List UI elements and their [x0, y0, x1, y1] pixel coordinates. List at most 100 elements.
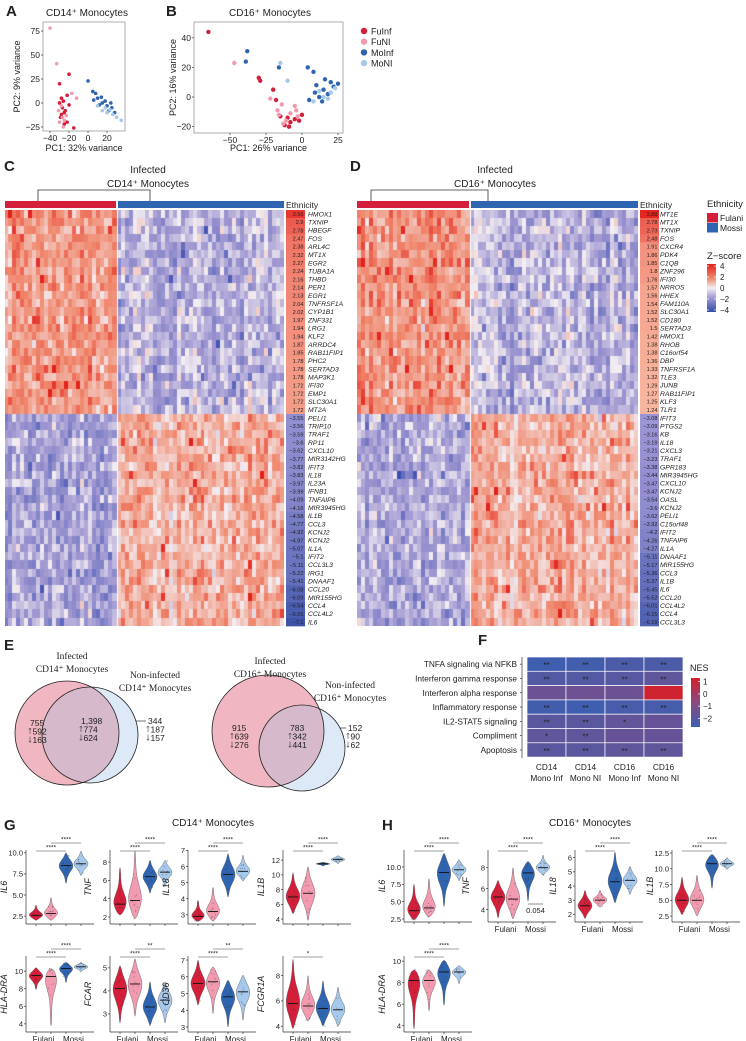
violin-point — [196, 918, 198, 920]
violin-point — [199, 914, 201, 916]
violin-point — [52, 910, 54, 912]
y-tick-label: 4 — [181, 1006, 185, 1015]
venn-label-noninfected: Non-infected — [325, 680, 375, 691]
violin-point — [293, 890, 295, 892]
fold-change-value: −3.62 — [643, 514, 657, 520]
gene-row: 1.85 C1QB — [640, 258, 679, 268]
violin-point — [151, 995, 153, 997]
violin-fuinf — [285, 959, 301, 1030]
violin-moinf — [607, 851, 623, 904]
deg-total-a-only: 915 — [232, 723, 246, 733]
gene-name: IL1A — [308, 546, 322, 553]
fold-change-cell — [286, 397, 305, 407]
point-moinf — [109, 101, 113, 105]
y-tick-label: 7 — [181, 956, 185, 965]
gene-row: −4.77 CCL3 — [286, 520, 326, 529]
gene-row: 1.5 SERTAD3 — [640, 324, 691, 333]
gene-name: C16orf54 — [660, 350, 688, 357]
violin-point — [32, 917, 35, 919]
violin-point — [199, 1000, 201, 1002]
violin-point — [629, 868, 631, 870]
violin-point — [461, 864, 463, 866]
y-tick-label: 40 — [182, 33, 192, 43]
violin-point — [241, 993, 243, 995]
violin-point — [120, 994, 123, 996]
violin-point — [458, 968, 460, 970]
violin-point — [243, 867, 246, 869]
y-tick-label: 4 — [568, 882, 572, 891]
violin-point — [527, 879, 529, 881]
zscore-tick-label: −2 — [720, 295, 730, 304]
plot-title: CD14⁺ Monocytes — [46, 8, 128, 19]
column-label: CD14 — [536, 762, 558, 772]
y-tick-label: 2.5 — [659, 912, 669, 921]
gene-row: −6.01 CCL4L2 — [640, 601, 685, 611]
fold-change-cell — [640, 569, 659, 578]
violin-point — [597, 896, 599, 898]
fold-change-cell — [640, 536, 659, 545]
violin-point — [496, 891, 498, 893]
gene-row: −5.37 IL1B — [640, 577, 674, 586]
column-label: Mono Inf — [608, 773, 641, 783]
venn-outline — [211, 674, 325, 788]
violin-point — [212, 908, 214, 910]
nes-cell — [565, 685, 606, 701]
violin-point — [134, 877, 136, 879]
gene-name: DNAAF1 — [660, 554, 687, 561]
violin-point — [305, 877, 307, 879]
violin-panel-tnf: 2 4 6 8 TNF **** **** — [83, 837, 178, 926]
y-tick-label: 4 — [181, 894, 185, 903]
fold-change-value: −3.47 — [643, 489, 657, 495]
x-group-label-mossi: Mossi — [225, 1035, 246, 1041]
significance-label: 0.054 — [526, 906, 545, 915]
nes-colorbar — [691, 678, 700, 727]
violin-point — [162, 990, 164, 992]
violin-point — [699, 895, 701, 897]
gene-row: 2.78 MT1X — [640, 218, 679, 227]
gene-name: EMP1 — [308, 391, 327, 398]
violin-point — [710, 864, 712, 866]
panel-label-a: A — [6, 3, 17, 20]
y-tick-label: 3 — [181, 1023, 185, 1032]
y-tick-label: 5 — [181, 989, 185, 998]
y-tick-label: 50 — [31, 50, 41, 60]
point-moni — [119, 118, 124, 123]
violin-point — [214, 970, 217, 972]
violin-point — [229, 992, 232, 994]
deg-total-b-only: 152 — [348, 723, 362, 733]
point-fuinf — [258, 78, 263, 83]
fold-change-cell — [640, 593, 659, 602]
fold-change-value: −3.47 — [643, 481, 657, 487]
violin-point — [430, 905, 432, 907]
gene-row: −4.97 KCNJ2 — [286, 536, 330, 545]
gene-name: TNFAIP6 — [308, 497, 336, 504]
fold-change-cell — [640, 454, 659, 464]
y-tick-label: 10 — [15, 967, 23, 976]
fold-change-value: −6.54 — [289, 604, 303, 610]
deg-down-a-only: 276 — [235, 740, 249, 750]
violin-point — [67, 971, 69, 973]
violin-point — [80, 864, 83, 866]
fold-change-cell — [286, 438, 305, 447]
violin-point — [338, 997, 340, 999]
significance-label: ** — [225, 943, 231, 950]
violin-point — [440, 874, 443, 876]
gene-name: RAB11FIP1 — [308, 350, 344, 357]
fold-change-cell — [286, 487, 305, 496]
gene-row: 1.42 HMOX1 — [640, 332, 684, 341]
gene-name: KCNJ2 — [308, 538, 330, 545]
violin-point — [292, 899, 294, 901]
violin-point — [134, 904, 136, 906]
violin-point — [724, 865, 726, 867]
gene-name: HMOX1 — [308, 211, 332, 218]
violin-fuinf — [490, 879, 506, 919]
violin-point — [497, 900, 499, 902]
point-funi — [59, 104, 64, 108]
point-moinf — [314, 82, 319, 88]
fold-change-cell — [286, 520, 305, 529]
panel-label-e: E — [4, 637, 14, 654]
heatmap-cells — [357, 210, 638, 626]
violin-point — [215, 978, 217, 980]
violin-point — [197, 975, 200, 977]
y-tick-label: 6 — [181, 973, 185, 982]
